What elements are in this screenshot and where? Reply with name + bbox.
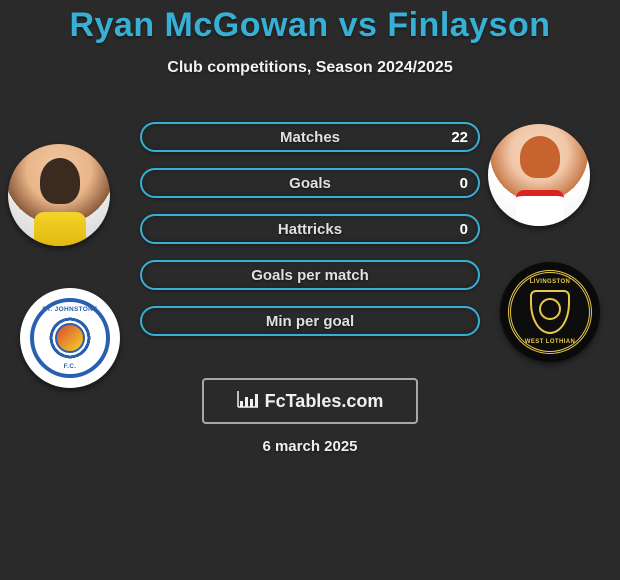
date-text: 6 march 2025	[0, 438, 620, 455]
stat-row-gpm: Goals per match	[140, 260, 480, 290]
stat-row-mpg: Min per goal	[140, 306, 480, 336]
club-badge-left-center	[55, 323, 85, 353]
player-left-photo	[8, 144, 110, 246]
bar-chart-icon	[237, 390, 259, 413]
stat-mpg-label: Min per goal	[266, 313, 354, 330]
club-badge-left: ST. JOHNSTONE F.C.	[20, 288, 120, 388]
club-badge-right: LIVINGSTON WEST LOTHIAN	[500, 262, 600, 362]
stat-gpm-label: Goals per match	[251, 267, 369, 284]
stat-hattricks-right: 0	[460, 221, 468, 238]
fctables-logo-text: FcTables.com	[265, 391, 384, 412]
fctables-logo: FcTables.com	[202, 378, 418, 424]
club-badge-right-bottom-text: WEST LOTHIAN	[511, 339, 589, 345]
stat-matches-right: 22	[451, 129, 468, 146]
stats-block: Matches 22 Goals 0 Hattricks 0 Goals per…	[140, 122, 480, 352]
player-right-photo	[488, 124, 590, 226]
club-badge-right-top-text: LIVINGSTON	[511, 279, 589, 285]
club-badge-left-top-text: ST. JOHNSTONE	[34, 306, 106, 313]
subtitle: Club competitions, Season 2024/2025	[0, 59, 620, 77]
stat-row-hattricks: Hattricks 0	[140, 214, 480, 244]
stat-row-goals: Goals 0	[140, 168, 480, 198]
page-title: Ryan McGowan vs Finlayson	[0, 6, 620, 45]
stat-goals-label: Goals	[289, 175, 331, 192]
club-badge-right-inner: LIVINGSTON WEST LOTHIAN	[508, 270, 592, 354]
club-badge-left-bottom-text: F.C.	[34, 363, 106, 370]
stat-hattricks-label: Hattricks	[278, 221, 342, 238]
club-badge-right-shield	[530, 290, 570, 334]
stat-row-matches: Matches 22	[140, 122, 480, 152]
stat-goals-right: 0	[460, 175, 468, 192]
stat-matches-label: Matches	[280, 129, 340, 146]
club-badge-left-inner: ST. JOHNSTONE F.C.	[30, 298, 110, 378]
